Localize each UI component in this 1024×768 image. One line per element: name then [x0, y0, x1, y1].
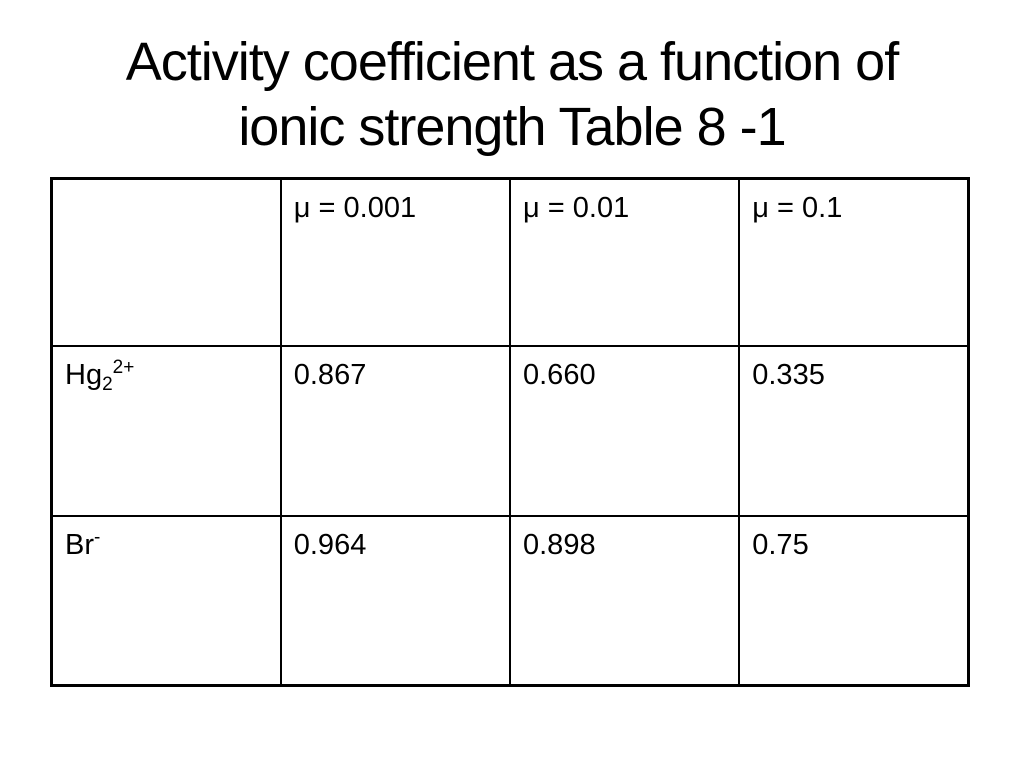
slide-title: Activity coefficient as a function of io… [0, 30, 1024, 160]
slide-title-line-2: ionic strength Table 8 -1 [238, 97, 786, 157]
row-label-br: Br- [50, 514, 282, 687]
slide-title-line-1: Activity coefficient as a function of [125, 32, 899, 92]
row-label-hg: Hg22+ [50, 344, 282, 517]
cell-br-mu-01: 0.75 [738, 514, 970, 687]
ion-symbol: Hg [65, 358, 103, 391]
cell-br-mu-0001: 0.964 [279, 514, 512, 687]
cell-hg-mu-001: 0.660 [508, 344, 741, 517]
ion-symbol: Br [65, 528, 94, 561]
ion-subscript: 2 [102, 373, 113, 395]
activity-coefficient-table: μ = 0.001 μ = 0.01 μ = 0.1 Hg22+ 0.867 0… [50, 177, 970, 687]
cell-hg-mu-01: 0.335 [738, 344, 970, 517]
ion-charge: 2+ [112, 356, 135, 378]
table-header-row: μ = 0.001 μ = 0.01 μ = 0.1 [50, 177, 970, 347]
ion-charge: - [94, 526, 101, 548]
header-cell-mu-0001: μ = 0.001 [279, 177, 512, 347]
header-cell-mu-001: μ = 0.01 [508, 177, 741, 347]
header-cell-empty [50, 177, 282, 347]
header-cell-mu-01: μ = 0.1 [738, 177, 970, 347]
table-row-hg: Hg22+ 0.867 0.660 0.335 [50, 344, 970, 517]
cell-br-mu-001: 0.898 [508, 514, 741, 687]
cell-hg-mu-0001: 0.867 [279, 344, 512, 517]
table-row-br: Br- 0.964 0.898 0.75 [50, 514, 970, 687]
